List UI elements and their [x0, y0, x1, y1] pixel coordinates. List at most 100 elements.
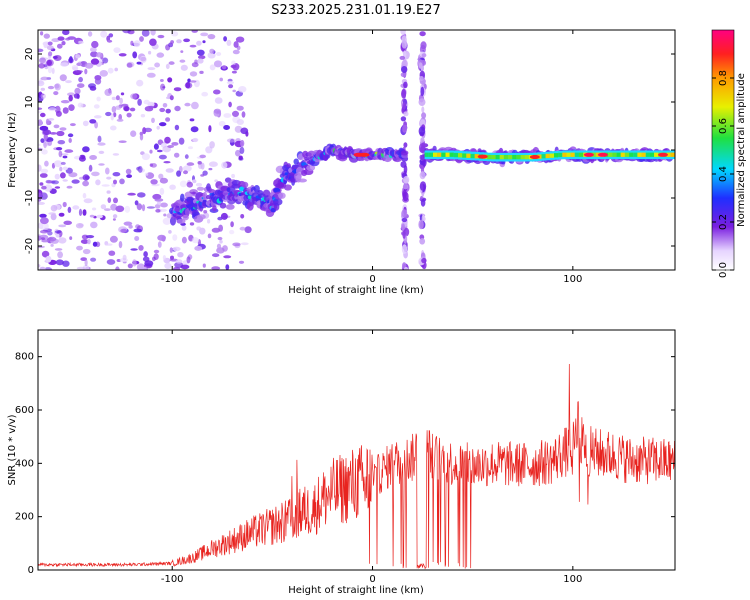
noise-speckle	[181, 225, 187, 231]
noise-speckle	[177, 252, 184, 258]
noise-speckle	[70, 123, 76, 127]
noise-speckle	[87, 31, 93, 37]
noise-speckle	[107, 39, 113, 43]
noise-speckle	[112, 218, 116, 221]
ridge-halo	[278, 192, 286, 199]
noise-speckle	[72, 205, 80, 210]
noise-speckle	[211, 227, 221, 233]
band-core	[650, 152, 655, 157]
artifact-column-speckle	[403, 266, 409, 270]
noise-speckle	[158, 154, 167, 160]
noise-speckle	[99, 70, 109, 77]
noise-speckle	[169, 184, 176, 190]
ridge-halo	[170, 216, 176, 226]
noise-speckle	[173, 266, 181, 270]
noise-speckle	[40, 138, 45, 144]
noise-speckle	[57, 43, 63, 49]
artifact-column-speckle	[402, 191, 409, 202]
noise-speckle	[84, 68, 88, 75]
noise-speckle	[201, 91, 209, 97]
noise-speckle	[179, 59, 186, 63]
band-core	[624, 152, 630, 157]
noise-speckle	[241, 111, 246, 118]
noise-speckle	[113, 179, 117, 185]
noise-speckle	[45, 255, 52, 263]
artifact-column-speckle	[400, 30, 406, 36]
noise-speckle	[54, 173, 60, 180]
noise-speckle	[60, 161, 66, 165]
noise-speckle	[122, 30, 131, 34]
noise-speckle	[139, 36, 144, 42]
noise-speckle	[226, 39, 232, 47]
noise-speckle	[154, 198, 164, 202]
noise-speckle	[82, 146, 90, 153]
noise-speckle	[128, 224, 133, 229]
band-core	[441, 152, 447, 157]
noise-speckle	[218, 120, 226, 127]
noise-speckle	[67, 36, 76, 40]
noise-speckle	[198, 55, 206, 60]
noise-speckle	[107, 197, 112, 204]
noise-speckle	[156, 52, 165, 58]
ridge-halo	[212, 205, 217, 212]
spectrogram-ytick-label: 10	[24, 96, 35, 109]
noise-speckle	[57, 140, 66, 145]
noise-speckle	[150, 163, 157, 168]
noise-speckle	[157, 234, 167, 241]
noise-speckle	[106, 176, 112, 180]
band-core	[554, 153, 559, 158]
noise-speckle	[106, 190, 111, 194]
noise-speckle	[184, 102, 191, 107]
noise-speckle	[93, 104, 100, 109]
noise-speckle	[125, 168, 132, 175]
noise-speckle	[58, 212, 65, 217]
artifact-column-speckle	[401, 89, 407, 99]
noise-speckle	[144, 260, 154, 267]
peak-mark	[359, 152, 370, 157]
noise-speckle	[240, 214, 245, 219]
noise-speckle	[90, 47, 97, 53]
band-core	[453, 152, 459, 158]
noise-speckle	[238, 260, 245, 264]
band-core	[433, 152, 438, 157]
noise-speckle	[49, 132, 57, 135]
noise-speckle	[235, 36, 245, 43]
noise-speckle	[211, 266, 221, 270]
noise-speckle	[223, 125, 231, 130]
noise-speckle	[223, 36, 228, 42]
band-core	[629, 152, 635, 157]
noise-speckle	[90, 257, 97, 262]
noise-speckle	[118, 140, 127, 143]
noise-speckle	[126, 62, 133, 68]
noise-speckle	[54, 186, 61, 189]
noise-speckle	[47, 236, 57, 242]
noise-speckle	[48, 51, 53, 57]
noise-speckle	[43, 141, 47, 149]
noise-speckle	[199, 154, 206, 159]
band-core	[470, 153, 476, 159]
noise-speckle	[112, 214, 118, 219]
noise-speckle	[58, 150, 63, 158]
noise-speckle	[232, 49, 240, 55]
noise-speckle	[38, 107, 43, 110]
noise-speckle	[180, 264, 190, 270]
noise-speckle	[120, 103, 129, 107]
noise-speckle	[38, 110, 43, 114]
noise-speckle	[236, 105, 244, 111]
band-core	[549, 153, 555, 158]
band-core	[612, 152, 618, 157]
noise-speckle	[190, 126, 199, 133]
noise-speckle	[208, 161, 218, 167]
noise-speckle	[171, 31, 179, 37]
snr-xlabel: Height of straight line (km)	[288, 585, 424, 596]
noise-speckle	[222, 245, 228, 252]
noise-speckle	[54, 248, 63, 251]
noise-speckle	[240, 139, 245, 147]
noise-speckle	[154, 62, 161, 68]
spectrogram-ytick-label: 0	[24, 147, 35, 153]
noise-speckle	[68, 138, 72, 143]
noise-speckle	[213, 89, 221, 95]
noise-speckle	[196, 186, 205, 191]
noise-speckle	[232, 242, 241, 247]
